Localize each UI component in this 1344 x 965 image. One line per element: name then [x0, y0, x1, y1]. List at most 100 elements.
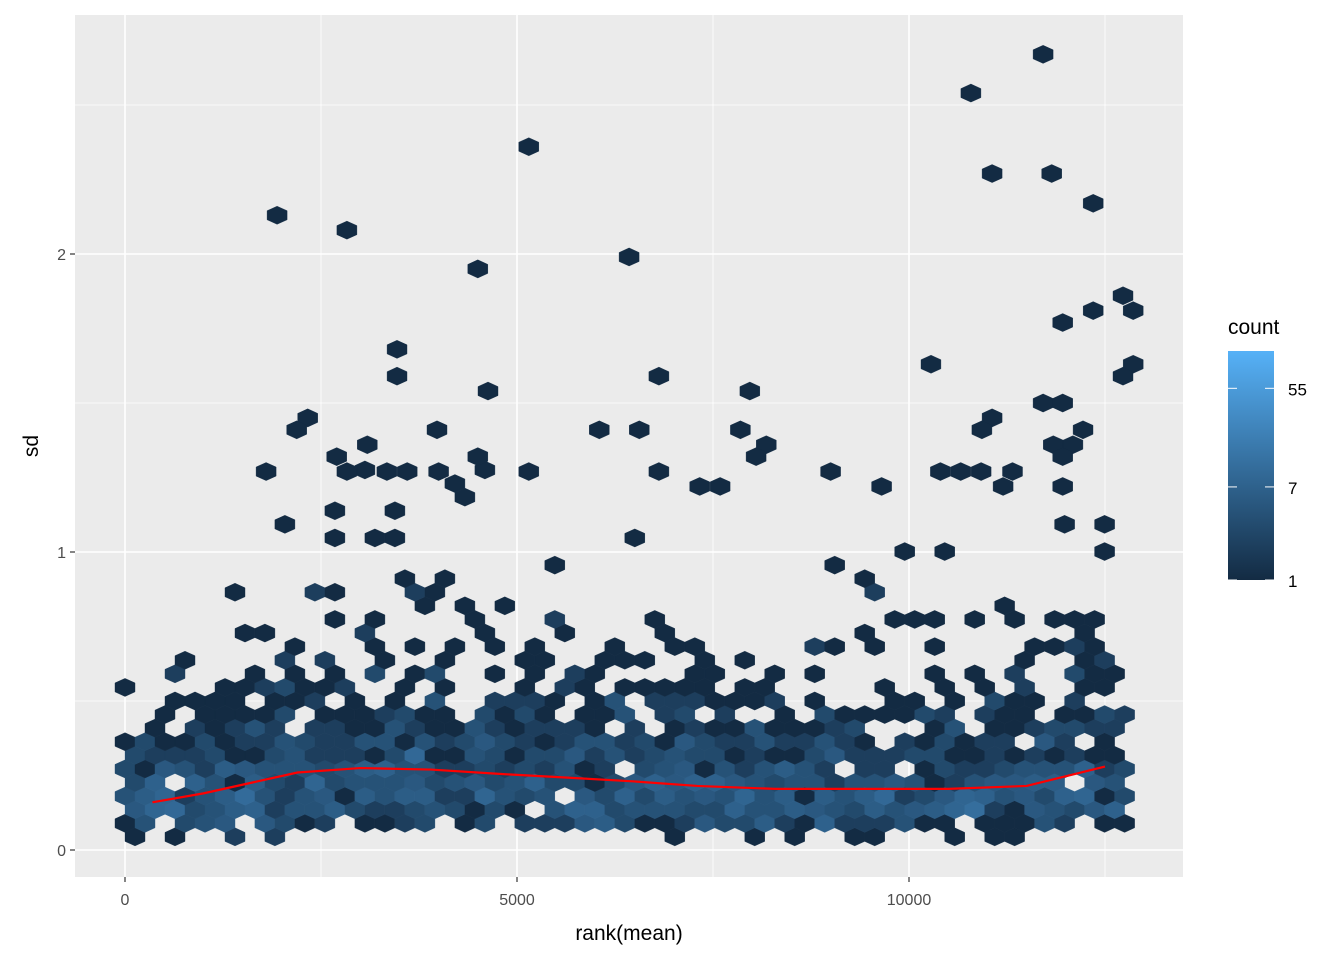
hex-bin — [924, 637, 945, 656]
hex-bin — [824, 555, 845, 575]
hex-bin — [604, 637, 625, 656]
hex-bin — [544, 610, 565, 629]
hex-bin — [745, 447, 767, 466]
hex-bin — [1112, 286, 1134, 306]
hex-bin — [871, 477, 892, 496]
hex-bin — [734, 650, 755, 670]
hex-bin — [634, 650, 655, 670]
hex-bin — [764, 664, 785, 684]
hex-bin — [428, 462, 449, 481]
hex-bin — [1122, 301, 1144, 320]
hex-bin — [336, 220, 358, 240]
x-tick-label: 10000 — [887, 892, 932, 909]
hex-bin — [297, 408, 318, 428]
hex-bin — [1082, 194, 1104, 213]
hex-bin — [394, 569, 416, 589]
hex-bin — [930, 462, 951, 481]
y-tick-label: 0 — [57, 843, 66, 860]
hex-bin — [386, 340, 408, 359]
x-axis: 0 5000 10000 — [121, 877, 932, 909]
hex-bin — [444, 637, 466, 656]
hex-bin — [971, 420, 993, 440]
hex-bin — [454, 596, 476, 616]
hex-bin — [1052, 393, 1073, 413]
hex-bin — [648, 462, 670, 481]
hex-bin — [894, 542, 915, 561]
hex-bin — [444, 474, 466, 493]
hex-bin — [1032, 45, 1054, 64]
y-tick-label: 1 — [57, 545, 66, 562]
hex-bin — [994, 596, 1015, 616]
hex-bin — [244, 664, 266, 684]
hex-bin — [960, 83, 982, 103]
hex-bin — [1094, 515, 1115, 534]
hex-bin — [920, 354, 942, 374]
hex-bin — [730, 420, 751, 440]
hex-bin — [1054, 515, 1075, 534]
hex-bin — [524, 637, 545, 656]
hex-bin — [434, 569, 456, 589]
hex-bin — [224, 582, 246, 602]
hex-bin — [1094, 542, 1115, 561]
hex-bin — [364, 610, 386, 629]
hex-bin — [824, 637, 845, 656]
hex-bin — [992, 477, 1014, 496]
hex-bin — [314, 650, 336, 670]
hex-bin — [484, 664, 505, 684]
hex-bin — [114, 678, 136, 697]
hex-bin — [1114, 705, 1135, 724]
y-axis-title: sd — [20, 435, 43, 457]
hex-bin — [324, 582, 346, 602]
hex-bin — [1084, 610, 1105, 629]
hex-bin — [544, 555, 565, 575]
hex-bin — [964, 664, 985, 684]
hex-bin — [970, 462, 992, 481]
hex-bin — [854, 569, 875, 589]
hex-bin — [266, 205, 288, 225]
hex-bin — [950, 462, 971, 481]
hex-bin — [397, 462, 418, 481]
hex-bin — [804, 664, 825, 684]
hex-bin — [904, 691, 925, 711]
y-tick-label: 2 — [57, 247, 66, 264]
hex-bin — [384, 528, 406, 548]
y-axis: 0 1 2 — [57, 247, 75, 860]
hex-bin — [934, 542, 955, 561]
hex-bin — [174, 650, 196, 670]
trend-line — [152, 765, 1106, 804]
x-tick-label: 0 — [121, 892, 130, 909]
hex-bin — [709, 477, 731, 496]
hex-bin — [326, 447, 347, 466]
hex-bin — [336, 462, 358, 481]
hex-bin — [477, 381, 499, 401]
hex-bin — [924, 664, 945, 684]
hex-bin — [324, 610, 346, 629]
hex-bin — [1072, 420, 1094, 440]
hex-bin — [284, 637, 306, 656]
hex-bin — [1052, 447, 1073, 466]
hex-bin — [518, 137, 539, 157]
legend-title: count — [1228, 316, 1280, 339]
hex-bin — [820, 462, 841, 481]
hex-bin — [804, 691, 825, 711]
hex-layer — [114, 45, 1144, 847]
hex-bin — [518, 462, 539, 481]
hex-bin — [629, 420, 650, 440]
hex-bin — [689, 477, 710, 496]
legend-label: 55 — [1288, 380, 1307, 399]
hex-bin — [1052, 313, 1073, 332]
hex-bin — [404, 637, 426, 656]
hex-bin — [964, 610, 985, 629]
hex-bin — [426, 420, 448, 440]
hex-bin — [286, 420, 307, 440]
hex-bin — [618, 247, 640, 267]
hex-bin — [1041, 164, 1062, 183]
hex-bin — [1002, 462, 1023, 481]
hex-bin — [474, 460, 496, 480]
hex-bin — [494, 596, 515, 616]
hex-bin — [624, 528, 645, 548]
hex-bin — [874, 678, 895, 697]
hex-bin — [1082, 301, 1104, 320]
hex-bin — [924, 610, 945, 629]
hex-bin — [684, 637, 705, 656]
